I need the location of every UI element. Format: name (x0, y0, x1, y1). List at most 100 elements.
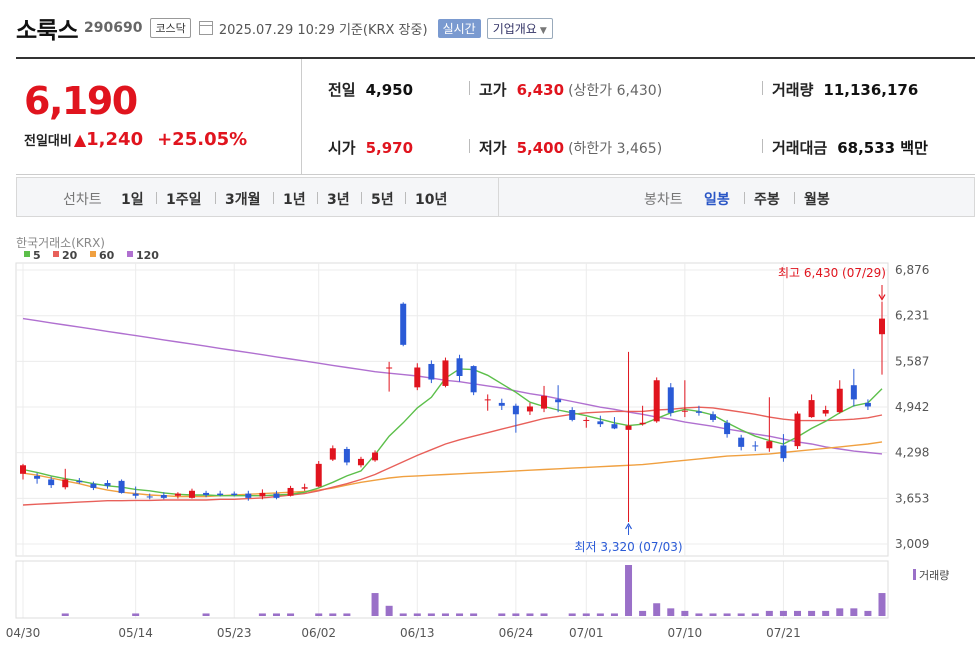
y-tick-label: 4,298 (895, 446, 929, 460)
volume-bar (399, 613, 407, 616)
volume-bar (427, 613, 435, 616)
volume-bar (836, 608, 844, 616)
volume-bar (610, 613, 618, 616)
candle-body (555, 399, 562, 403)
x-tick-label: 07/01 (569, 626, 604, 640)
volume-bar (596, 613, 604, 616)
candle-daily[interactable]: 일봉 (704, 192, 730, 208)
period-5y[interactable]: 5년 (371, 192, 394, 208)
volume-bar (751, 613, 759, 616)
volume-bar (765, 610, 773, 616)
volume-bar (202, 613, 210, 616)
candle-body (583, 419, 590, 421)
candle-body (357, 458, 364, 466)
change-row: 전일대비 ▲ 1,240 +25.05% (24, 129, 247, 150)
candle-monthly[interactable]: 월봉 (804, 192, 830, 208)
trading-amount-stat: 거래대금 68,533 백만 (772, 137, 928, 158)
candle-body (512, 405, 519, 415)
candle-body (301, 487, 308, 489)
volume-bar (441, 613, 449, 616)
volume-bar (385, 605, 393, 616)
change-amount: 1,240 (86, 129, 144, 150)
candle-body (20, 465, 26, 474)
legend-swatch (53, 251, 59, 257)
divider (405, 192, 406, 204)
candle-body (414, 367, 421, 388)
high-annotation: 최고 6,430 (07/29) (778, 266, 886, 280)
volume-bar (737, 613, 745, 616)
candle-body (724, 422, 731, 435)
volume-bar (61, 613, 69, 616)
candle-body (681, 410, 688, 412)
candle-body (245, 493, 252, 498)
company-overview-label: 기업개요 (492, 21, 537, 36)
volume-bar (258, 613, 266, 616)
x-tick-label: 06/13 (400, 626, 435, 640)
candle-body (541, 395, 548, 409)
up-arrow-icon: ▲ (73, 130, 87, 149)
volume-bar (371, 593, 379, 616)
company-overview-button[interactable]: 기업개요 ▼ (486, 17, 553, 39)
calendar-icon (198, 21, 213, 35)
prev-close-value: 4,950 (365, 81, 414, 99)
volume-bar (498, 613, 506, 616)
candle-body (34, 475, 41, 479)
open-value: 5,970 (365, 139, 414, 157)
candle-body (780, 445, 787, 459)
candle-body (864, 402, 871, 407)
volume-bar (132, 613, 140, 616)
period-10y[interactable]: 10년 (415, 192, 448, 208)
upper-limit: (상한가 6,430) (568, 83, 663, 99)
candle-body (738, 437, 745, 447)
volume-value: 11,136,176 (823, 81, 919, 99)
candle-body (808, 400, 815, 418)
plot-frame (15, 262, 889, 557)
x-tick-label: 06/24 (499, 626, 534, 640)
candle-body (217, 493, 224, 496)
period-1w[interactable]: 1주일 (166, 192, 202, 208)
trading-amount-value: 68,533 백만 (837, 139, 928, 157)
ma20-line (22, 406, 883, 506)
x-tick-label: 04/30 (6, 626, 41, 640)
volume-legend-swatch (913, 569, 916, 580)
legend-label: 120 (136, 249, 159, 262)
ma60-line (22, 441, 883, 498)
realtime-button[interactable]: 실시간 (437, 18, 481, 38)
period-3m[interactable]: 3개월 (225, 192, 261, 208)
stock-header: 소룩스 290690 코스닥 2025.07.29 10:29 기준(KRX 장… (16, 12, 553, 44)
divider (156, 192, 157, 204)
candle-body (287, 487, 294, 496)
candle-weekly[interactable]: 주봉 (754, 192, 780, 208)
y-tick-label: 6,231 (895, 309, 929, 323)
candle-body (752, 445, 759, 447)
period-1y[interactable]: 1년 (283, 192, 306, 208)
candle-body (850, 385, 857, 400)
candle-body (160, 495, 167, 498)
volume-bar (878, 593, 886, 616)
candle-chart-label: 봉차트 (644, 192, 683, 208)
period-3y[interactable]: 3년 (327, 192, 350, 208)
ma120-line (22, 317, 883, 455)
candle-body (667, 387, 674, 413)
candle-body (836, 388, 843, 413)
candle-body (273, 493, 280, 498)
volume-bar (639, 610, 647, 616)
volume-stat: 거래량 11,136,176 (772, 79, 918, 100)
candle-body (343, 448, 350, 463)
y-tick-label: 6,876 (895, 263, 929, 277)
candle-body (879, 318, 885, 335)
candle-body (48, 479, 55, 486)
candle-body (498, 402, 505, 406)
divider (498, 178, 499, 216)
candle-body (484, 399, 491, 401)
volume-bar (667, 608, 675, 616)
divider (469, 81, 470, 95)
candle-body (569, 410, 576, 420)
divider (317, 192, 318, 204)
open-label: 시가 (328, 139, 356, 157)
period-1d[interactable]: 1일 (121, 192, 144, 208)
candle-body (428, 363, 435, 380)
candle-body (639, 422, 646, 425)
candle-body (329, 448, 336, 460)
high-label: 고가 (479, 81, 507, 99)
